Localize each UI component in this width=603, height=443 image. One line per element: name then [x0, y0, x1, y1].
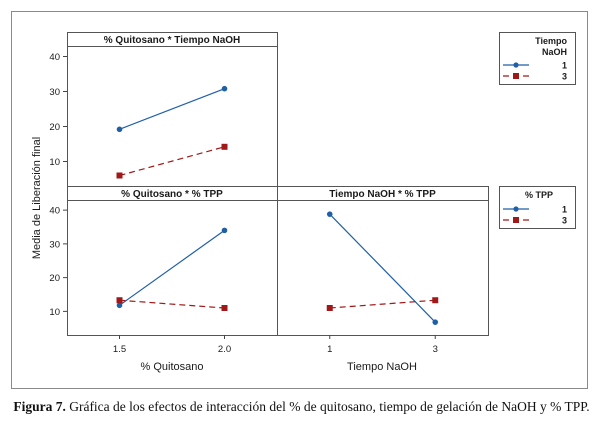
series-line-1: [329, 213, 436, 323]
x-axis-label: Tiempo NaOH: [347, 361, 417, 373]
legend-entry-label: 3: [562, 216, 567, 226]
series-line-1: [119, 229, 225, 306]
x-tick-label: 1: [327, 344, 332, 355]
x-tick-label: 3: [433, 344, 438, 355]
legend-tpp: % TPP 13: [499, 186, 576, 229]
legend-entry-label: 1: [562, 61, 567, 71]
legend-title: % TPP: [525, 190, 553, 200]
panel-title: Tiempo NaOH * % TPP: [329, 189, 436, 200]
y-tick-label: 30: [49, 87, 60, 98]
data-point-square: [326, 305, 333, 311]
legend-title-line: Tiempo: [535, 36, 567, 46]
data-point-circle: [432, 319, 439, 325]
data-point-circle: [116, 302, 123, 309]
series-line-3: [329, 299, 436, 309]
y-tick-label: 40: [49, 206, 60, 217]
data-point-circle: [326, 211, 333, 217]
y-tick-label: 10: [49, 157, 60, 168]
legend-border: [499, 186, 576, 229]
legend-marker-square: [513, 217, 519, 223]
y-tick-label: 20: [49, 273, 60, 284]
y-tick-label: 20: [49, 122, 60, 133]
interaction-plot-figure: % Quitosano * Tiempo NaOH 10 20 30 40 % Quit…: [11, 11, 588, 389]
data-point-square: [221, 305, 228, 311]
panel-title: % Quitosano * Tiempo NaOH: [104, 35, 241, 46]
legend-marker-circle: [513, 62, 519, 68]
y-tick-label: 30: [49, 239, 60, 250]
y-tick-label: 10: [49, 307, 60, 318]
caption-text: Gráfica de los efectos de interacción de…: [69, 399, 590, 414]
data-point-square: [221, 143, 228, 150]
panel-quitosano-tpp: % Quitosano * % TPP 10 20 30 40 1.5 2.0 % Quito…: [49, 186, 278, 373]
legend-border: [499, 32, 576, 85]
data-point-square: [432, 297, 439, 304]
caption-label: Figura 7.: [13, 399, 66, 414]
x-tick-label: 1.5: [113, 344, 126, 355]
legend-marker-square: [513, 73, 519, 79]
y-tick-label: 40: [49, 52, 60, 63]
series-line-3: [119, 299, 225, 309]
data-point-square: [116, 297, 123, 304]
panel-title: % Quitosano * % TPP: [121, 189, 223, 200]
legend-title-line: NaOH: [542, 47, 567, 57]
series-line-3: [119, 146, 225, 177]
legend-entry-label: 3: [562, 72, 567, 82]
panel-tiempo-naoh-tpp: Tiempo NaOH * % TPP 1 3 Tiempo NaOH: [277, 186, 489, 373]
data-point-circle: [116, 126, 123, 133]
data-point-square: [116, 172, 123, 179]
legend-entry-label: 1: [562, 205, 567, 215]
data-point-circle: [221, 227, 228, 234]
legend-marker-circle: [513, 206, 519, 212]
x-tick-label: 2.0: [218, 344, 231, 355]
data-point-circle: [221, 85, 228, 92]
series-line-1: [119, 88, 225, 130]
y-axis-label: Media de Liberación final: [31, 137, 43, 259]
figure-caption: Figura 7. Gráfica de los efectos de inte…: [10, 398, 593, 416]
x-axis-label: % Quitosano: [141, 361, 204, 373]
